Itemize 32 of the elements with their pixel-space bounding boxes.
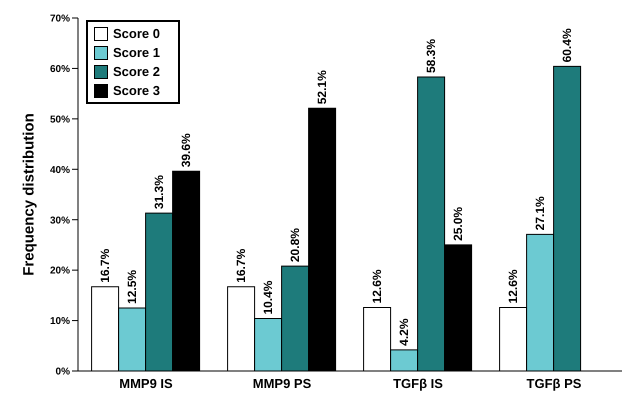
legend-label: Score 3 <box>112 82 161 100</box>
y-tick-label: 30% <box>50 215 70 226</box>
legend-label: Score 1 <box>112 44 161 62</box>
y-tick-label: 20% <box>50 266 70 277</box>
data-label: 16.7% <box>234 248 248 283</box>
x-tick-label: TGFβ PS <box>526 376 582 392</box>
y-tick-label: 50% <box>50 114 70 126</box>
data-label: 12.6% <box>506 269 520 304</box>
data-label: 52.1% <box>315 70 330 104</box>
y-tick-label: 40% <box>50 164 70 176</box>
x-tick-label: MMP9 PS <box>252 376 312 392</box>
legend-label: Score 2 <box>112 63 161 81</box>
y-tick-label: 10% <box>50 316 70 328</box>
y-tick-label: 60% <box>50 64 70 75</box>
y-axis-title: Frequency distribution <box>20 113 38 276</box>
data-label: 4.2% <box>397 318 412 346</box>
data-label: 10.4% <box>261 280 276 315</box>
x-tick-label: MMP9 IS <box>119 376 174 392</box>
data-label: 58.3% <box>424 38 438 73</box>
x-tick-label: TGFβ IS <box>393 376 444 392</box>
data-label: 12.5% <box>125 270 140 304</box>
data-label: 12.6% <box>370 269 384 304</box>
data-label: 31.3% <box>152 174 166 210</box>
data-label: 27.1% <box>533 196 548 230</box>
data-label: 39.6% <box>179 132 194 168</box>
data-label: 16.7% <box>98 248 112 283</box>
data-label: 20.8% <box>288 228 302 262</box>
data-label: 25.0% <box>451 206 466 241</box>
legend-label: Score 0 <box>112 25 161 43</box>
data-label: 60.4% <box>560 28 574 62</box>
y-tick-label: 0% <box>56 366 70 378</box>
y-tick-label: 70% <box>50 14 70 25</box>
